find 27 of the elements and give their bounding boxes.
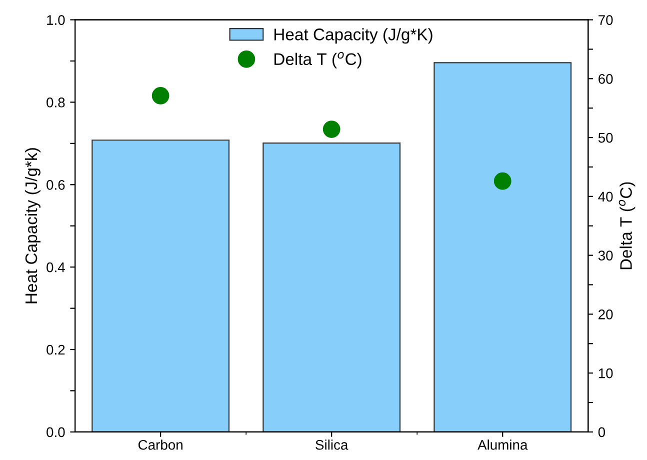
- point: [494, 172, 512, 190]
- y-tick-label: 0.8: [46, 98, 65, 108]
- y2-tick-label: 60: [598, 74, 613, 84]
- y2-tick-label: 0: [598, 427, 606, 438]
- y2-tick-label: 30: [598, 250, 613, 260]
- y2-tick-label: 40: [598, 192, 613, 202]
- y-tick-label: 0.0: [46, 427, 65, 438]
- y2-tick-label: 70: [598, 15, 613, 25]
- point: [322, 120, 340, 138]
- bar: [434, 62, 572, 432]
- legend-label: Delta T ($^{o}$C): [274, 52, 362, 68]
- y2-axis-title: Delta T ($^{o}$C): [618, 182, 636, 270]
- y-tick-label: 1.0: [47, 15, 65, 25]
- y2-tick-label: 10: [598, 368, 613, 378]
- legend-label: Heat Capacity (J/g*K): [274, 28, 432, 44]
- point: [152, 87, 170, 104]
- bar: [262, 142, 401, 432]
- y2-tick-label: 20: [598, 310, 613, 320]
- x-tick-label: Carbon: [138, 440, 182, 450]
- x-tick-label: Silica: [316, 440, 348, 450]
- y2-tick-label: 50: [598, 132, 613, 143]
- y-tick-label: 0.2: [46, 344, 65, 355]
- x-tick-label: Alumina: [478, 440, 528, 450]
- y-tick-label: 0.6: [46, 180, 65, 190]
- y-axis-title: Heat Capacity (J/g*k): [24, 148, 40, 304]
- bar: [92, 140, 230, 432]
- y-tick-label: 0.4: [46, 262, 65, 272]
